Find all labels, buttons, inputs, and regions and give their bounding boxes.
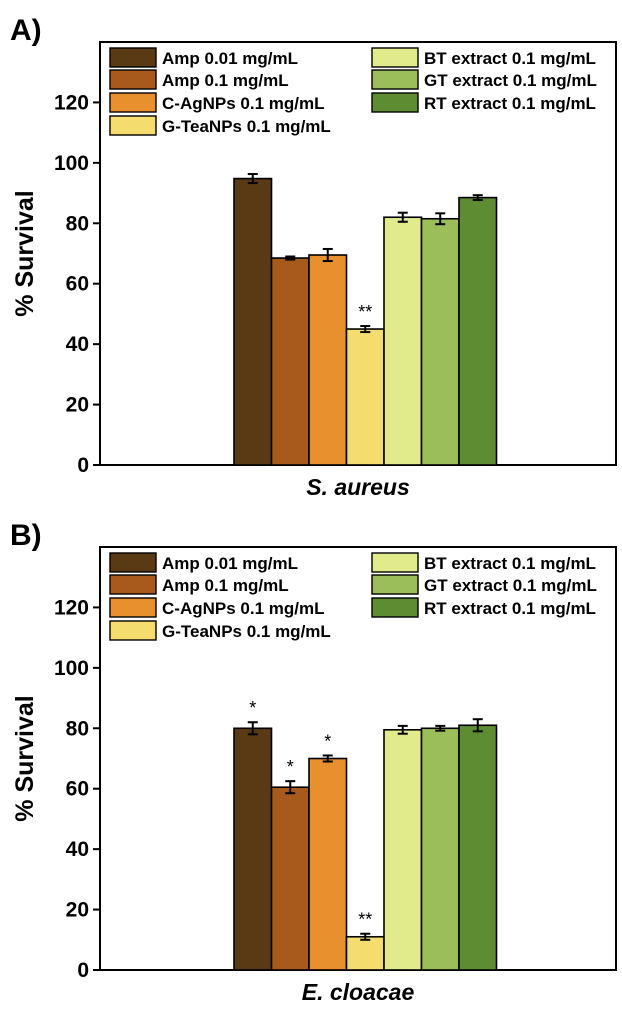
legend-label-a-3: G-TeaNPs 0.1 mg/mL [162, 117, 331, 136]
legend-swatch-a-3 [109, 115, 157, 136]
bar-b-4 [383, 728, 423, 971]
legend-label-b-5: GT extract 0.1 mg/mL [424, 576, 597, 595]
bar-a-5 [420, 217, 460, 466]
legend-swatch-b-0 [109, 552, 157, 573]
significance-marker-b-2: * [324, 731, 331, 751]
legend-swatch-a-4 [371, 47, 419, 68]
legend-label-a-0: Amp 0.01 mg/mL [162, 49, 298, 68]
bar-b-3 [345, 935, 385, 971]
y-tick-label-a-120: 120 [54, 91, 89, 114]
legend-label-a-1: Amp 0.1 mg/mL [162, 71, 289, 90]
bar-b-1 [270, 786, 310, 971]
y-tick-label-b-0: 0 [77, 959, 89, 982]
y-axis-label-b: % Survival [11, 695, 39, 821]
legend-label-a-5: GT extract 0.1 mg/mL [424, 71, 597, 90]
legend-swatch-b-3 [109, 620, 157, 641]
legend-label-b-4: BT extract 0.1 mg/mL [424, 554, 596, 573]
legend-swatch-b-1 [109, 574, 157, 595]
bar-a-4 [383, 216, 423, 466]
legend-swatch-a-6 [371, 92, 419, 113]
legend-swatch-a-1 [109, 69, 157, 90]
bar-b-5 [420, 727, 460, 971]
y-axis-label-a: % Survival [11, 190, 39, 316]
y-tick-label-b-20: 20 [66, 899, 89, 922]
significance-marker-b-0: * [249, 698, 256, 718]
chart-a-svg: A) % Survival 0 20 40 60 80 100 120 ** S. aureus Am… [10, 14, 617, 500]
y-tick-label-a-20: 20 [66, 394, 89, 417]
legend-swatch-a-5 [371, 69, 419, 90]
bar-b-2 [308, 757, 348, 971]
legend-label-b-3: G-TeaNPs 0.1 mg/mL [162, 622, 331, 641]
legend-label-b-2: C-AgNPs 0.1 mg/mL [162, 599, 324, 618]
y-tick-label-a-0: 0 [77, 454, 89, 477]
y-tick-label-a-60: 60 [66, 273, 89, 296]
y-tick-label-a-100: 100 [54, 152, 89, 175]
significance-marker-a-3: ** [358, 302, 372, 322]
legend-label-a-4: BT extract 0.1 mg/mL [424, 49, 596, 68]
y-tick-label-a-80: 80 [66, 212, 89, 235]
legend-swatch-b-4 [371, 552, 419, 573]
y-tick-label-b-120: 120 [54, 596, 89, 619]
chart-panel-b: B)% Survival 0 20 40 60 80 100 120 * * * ** E. cloac… [0, 505, 622, 1010]
legend-swatch-a-2 [109, 92, 157, 113]
y-tick-label-b-60: 60 [66, 778, 89, 801]
legend-swatch-b-6 [371, 597, 419, 618]
panel-label-b: B) [10, 519, 42, 552]
panel-label-a: A) [10, 14, 42, 47]
legend-swatch-b-2 [109, 597, 157, 618]
x-axis-label-b: E. cloacae [302, 979, 415, 1005]
bar-a-0 [233, 177, 273, 466]
y-tick-label-b-80: 80 [66, 717, 89, 740]
significance-marker-b-3: ** [358, 910, 372, 930]
chart-panel-a: A) % Survival 0 20 40 60 80 100 120 ** S. aureus Am… [10, 14, 617, 500]
bar-a-3 [345, 328, 385, 466]
legend-swatch-b-5 [371, 574, 419, 595]
bar-a-2 [308, 254, 348, 466]
bar-b-6 [458, 724, 498, 971]
bar-a-1 [270, 257, 310, 466]
significance-marker-b-1: * [287, 757, 294, 777]
bar-a-6 [458, 196, 498, 466]
legend-label-b-0: Amp 0.01 mg/mL [162, 554, 298, 573]
x-axis-label-a: S. aureus [306, 474, 410, 500]
legend-label-a-6: RT extract 0.1 mg/mL [424, 94, 596, 113]
bar-b-0 [233, 727, 273, 971]
legend-label-a-2: C-AgNPs 0.1 mg/mL [162, 94, 324, 113]
y-tick-label-a-40: 40 [66, 333, 89, 356]
legend-swatch-a-0 [109, 47, 157, 68]
legend-label-b-6: RT extract 0.1 mg/mL [424, 599, 596, 618]
legend-label-b-1: Amp 0.1 mg/mL [162, 576, 289, 595]
y-tick-label-b-100: 100 [54, 657, 89, 680]
y-tick-label-b-40: 40 [66, 838, 89, 861]
